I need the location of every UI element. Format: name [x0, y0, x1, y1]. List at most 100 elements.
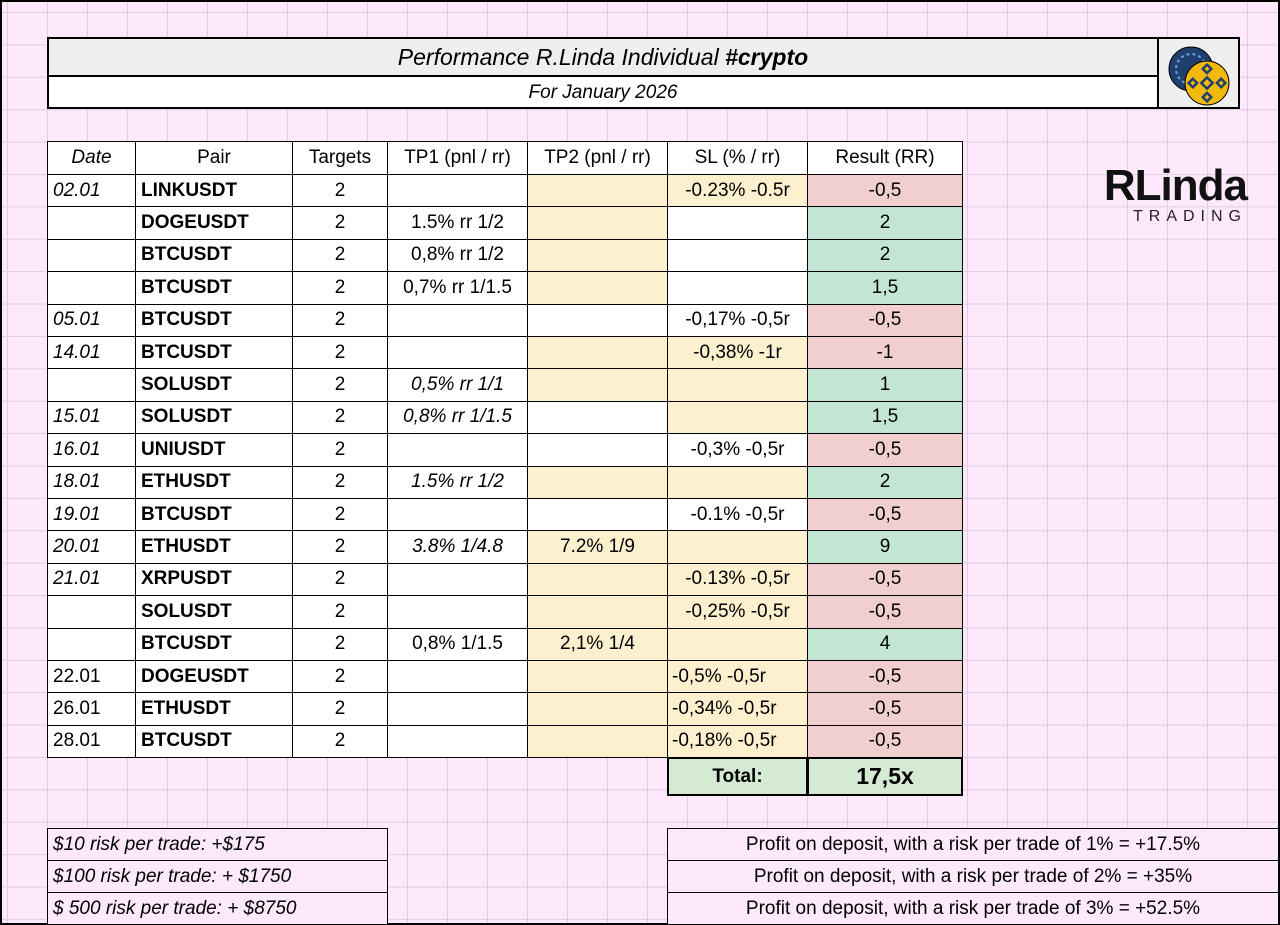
- date-cell: [47, 271, 136, 305]
- tp2-cell: [527, 238, 668, 273]
- result-cell: -0,5: [807, 498, 963, 532]
- date-cell: [47, 627, 136, 661]
- targets-cell: 2: [292, 238, 388, 273]
- sl-cell: -0.1% -0,5r: [667, 498, 808, 532]
- sl-cell: -0.13% -0,5r: [667, 562, 808, 597]
- sl-cell: -0,38% -1r: [667, 336, 808, 370]
- pair-cell: DOGEUSDT: [135, 660, 293, 694]
- targets-cell: 2: [292, 465, 388, 499]
- profit-line: Profit on deposit, with a risk per trade…: [667, 828, 1279, 861]
- sl-cell: [667, 400, 808, 435]
- tp1-cell: [387, 336, 528, 370]
- pair-cell: LINKUSDT: [135, 174, 293, 208]
- result-cell: -0,5: [807, 595, 963, 629]
- targets-cell: 2: [292, 336, 388, 370]
- risk-line: $100 risk per trade: + $1750: [47, 860, 388, 893]
- sl-cell: -0,17% -0,5r: [667, 303, 808, 337]
- date-cell: [47, 206, 136, 240]
- date-cell: 20.01: [47, 530, 136, 564]
- column-header: TP2 (pnl / rr): [527, 141, 668, 175]
- pair-cell: SOLUSDT: [135, 368, 293, 402]
- date-cell: 28.01: [47, 724, 136, 759]
- date-cell: 14.01: [47, 336, 136, 370]
- column-header: Result (RR): [807, 141, 963, 175]
- date-cell: 05.01: [47, 303, 136, 337]
- tp1-cell: 0,5% rr 1/1: [387, 368, 528, 402]
- tp1-cell: 1.5% rr 1/2: [387, 206, 528, 240]
- tp2-cell: [527, 206, 668, 240]
- tp1-cell: [387, 498, 528, 532]
- targets-cell: 2: [292, 368, 388, 402]
- result-cell: -1: [807, 336, 963, 370]
- tp1-cell: 1.5% rr 1/2: [387, 465, 528, 499]
- pair-cell: DOGEUSDT: [135, 206, 293, 240]
- sl-cell: -0,34% -0,5r: [667, 692, 808, 726]
- targets-cell: 2: [292, 498, 388, 532]
- tp2-cell: [527, 336, 668, 370]
- date-cell: 15.01: [47, 400, 136, 435]
- tp2-cell: 2,1% 1/4: [527, 627, 668, 661]
- brand-tagline: TRADING: [1133, 208, 1247, 225]
- pair-cell: ETHUSDT: [135, 465, 293, 499]
- targets-cell: 2: [292, 595, 388, 629]
- tp1-cell: [387, 595, 528, 629]
- result-cell: 1: [807, 368, 963, 402]
- pair-cell: BTCUSDT: [135, 498, 293, 532]
- targets-cell: 2: [292, 303, 388, 337]
- sl-cell: -0,18% -0,5r: [667, 724, 808, 759]
- profit-line: Profit on deposit, with a risk per trade…: [667, 892, 1279, 925]
- title: Performance R.Linda Individual: [397, 43, 719, 70]
- sl-cell: [667, 238, 808, 273]
- targets-cell: 2: [292, 530, 388, 564]
- title-box: Performance R.Linda Individual #crypto F…: [47, 37, 1159, 109]
- column-header: Date: [47, 141, 136, 175]
- tp1-cell: 0,7% rr 1/1.5: [387, 271, 528, 305]
- result-cell: -0,5: [807, 692, 963, 726]
- targets-cell: 2: [292, 692, 388, 726]
- subtitle: For January 2026: [528, 82, 678, 103]
- result-cell: 2: [807, 238, 963, 273]
- sl-cell: [667, 627, 808, 661]
- tp1-cell: 0,8% 1/1.5: [387, 627, 528, 661]
- sl-cell: -0,3% -0,5r: [667, 433, 808, 467]
- date-cell: 18.01: [47, 465, 136, 499]
- title-tag: #crypto: [725, 43, 809, 70]
- tp1-cell: [387, 724, 528, 759]
- pair-cell: SOLUSDT: [135, 595, 293, 629]
- date-cell: 21.01: [47, 562, 136, 597]
- title-row: Performance R.Linda Individual #crypto: [49, 39, 1157, 77]
- result-cell: -0,5: [807, 303, 963, 337]
- pair-cell: BTCUSDT: [135, 724, 293, 759]
- tp2-cell: [527, 595, 668, 629]
- targets-cell: 2: [292, 562, 388, 597]
- date-cell: [47, 595, 136, 629]
- date-cell: 26.01: [47, 692, 136, 726]
- column-header: Targets: [292, 141, 388, 175]
- tp1-cell: 0,8% rr 1/1.5: [387, 400, 528, 435]
- tp1-cell: 0,8% rr 1/2: [387, 238, 528, 273]
- pair-cell: ETHUSDT: [135, 692, 293, 726]
- pair-cell: BTCUSDT: [135, 271, 293, 305]
- profit-line: Profit on deposit, with a risk per trade…: [667, 860, 1279, 893]
- result-cell: 2: [807, 206, 963, 240]
- date-cell: [47, 368, 136, 402]
- result-cell: -0,5: [807, 433, 963, 467]
- pair-cell: BTCUSDT: [135, 627, 293, 661]
- logo-box: [1157, 37, 1240, 109]
- targets-cell: 2: [292, 660, 388, 694]
- coin-icon: [1168, 46, 1230, 106]
- pair-cell: BTCUSDT: [135, 303, 293, 337]
- tp2-cell: [527, 724, 668, 759]
- column-header: TP1 (pnl / rr): [387, 141, 528, 175]
- result-cell: 1,5: [807, 400, 963, 435]
- tp1-cell: [387, 692, 528, 726]
- tp1-cell: [387, 660, 528, 694]
- result-cell: -0,5: [807, 562, 963, 597]
- tp2-cell: [527, 562, 668, 597]
- date-cell: 19.01: [47, 498, 136, 532]
- pair-cell: UNIUSDT: [135, 433, 293, 467]
- targets-cell: 2: [292, 174, 388, 208]
- tp2-cell: [527, 692, 668, 726]
- brand-name: RLinda: [1103, 161, 1248, 210]
